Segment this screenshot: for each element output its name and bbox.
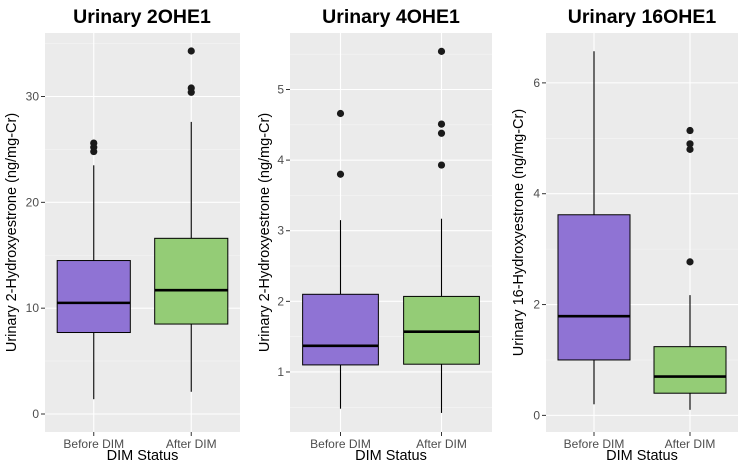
- y-tick-label: 4: [277, 153, 284, 167]
- x-tick-label: Before DIM: [63, 437, 124, 451]
- panel-title: Urinary 4OHE1: [322, 6, 460, 28]
- y-tick-label: 3: [277, 224, 284, 238]
- panel-title: Urinary 16OHE1: [568, 6, 717, 28]
- outlier-point: [437, 129, 446, 137]
- y-tick-label: 4: [533, 187, 540, 201]
- panel-background: [290, 33, 492, 432]
- y-tick-label: 1: [277, 365, 284, 379]
- y-axis-title: Urinary 16-Hydroxyestrone (ng/mg-Cr): [511, 109, 527, 356]
- iqr-box: [403, 295, 480, 365]
- y-tick-label: 0: [533, 408, 540, 422]
- x-axis-title: DIM Status: [355, 448, 427, 464]
- x-axis-title: DIM Status: [606, 448, 678, 464]
- y-tick-label: 2: [533, 298, 540, 312]
- x-axis-title: DIM Status: [107, 448, 179, 464]
- outlier-point: [686, 258, 694, 266]
- outlier-point: [90, 139, 98, 147]
- panel-1: 0 10 20 30 Before DIM After DIM Urinary 2OHE1 D…: [4, 6, 240, 464]
- x-tick-label: Before DIM: [564, 437, 625, 451]
- y-tick-label: 2: [277, 294, 284, 308]
- panel-3: 0 2 4 6 Before DIM After DIM Urinary 16OHE1 DIM…: [511, 6, 738, 464]
- panel-background: [45, 33, 240, 432]
- y-axis-title: Urinary 2-Hydroxyestrone (ng/mg-Cr): [4, 113, 20, 352]
- y-tick-label: 10: [26, 301, 40, 315]
- iqr-box: [653, 346, 727, 394]
- y-tick-label: 6: [533, 76, 540, 90]
- outlier-point: [336, 109, 345, 118]
- iqr-box: [56, 260, 131, 334]
- box-before-dim: [302, 109, 379, 409]
- box-after-dim: [154, 47, 229, 392]
- box-after-dim: [653, 126, 727, 410]
- outlier-point: [437, 120, 446, 128]
- panel-title: Urinary 2OHE1: [73, 6, 211, 28]
- outlier-point: [187, 84, 195, 92]
- y-tick-label: 20: [26, 195, 40, 209]
- iqr-box: [302, 293, 379, 366]
- x-tick-label: After DIM: [166, 437, 217, 451]
- panel-2: 1 2 3 4 5 Before DIM After DIM Urinary 4OHE1 DIM…: [257, 6, 492, 464]
- outlier-point: [187, 47, 195, 55]
- y-axis-title: Urinary 2-Hydroxyestrone (ng/mg-Cr): [257, 113, 273, 352]
- iqr-box: [557, 214, 631, 361]
- box-before-dim: [557, 51, 631, 405]
- y-tick-label: 5: [277, 82, 284, 96]
- iqr-box: [154, 237, 229, 325]
- x-tick-label: After DIM: [665, 437, 716, 451]
- outlier-point: [437, 47, 446, 55]
- y-tick-label: 0: [32, 407, 39, 421]
- outlier-point: [336, 170, 345, 178]
- box-after-dim: [403, 47, 480, 413]
- y-tick-label: 30: [26, 90, 40, 104]
- x-tick-label: After DIM: [416, 437, 467, 451]
- outlier-point: [686, 126, 694, 135]
- outlier-point: [437, 161, 446, 169]
- outlier-point: [686, 145, 694, 153]
- x-tick-label: Before DIM: [310, 437, 371, 451]
- outlier-point: [686, 140, 694, 148]
- box-before-dim: [56, 139, 131, 400]
